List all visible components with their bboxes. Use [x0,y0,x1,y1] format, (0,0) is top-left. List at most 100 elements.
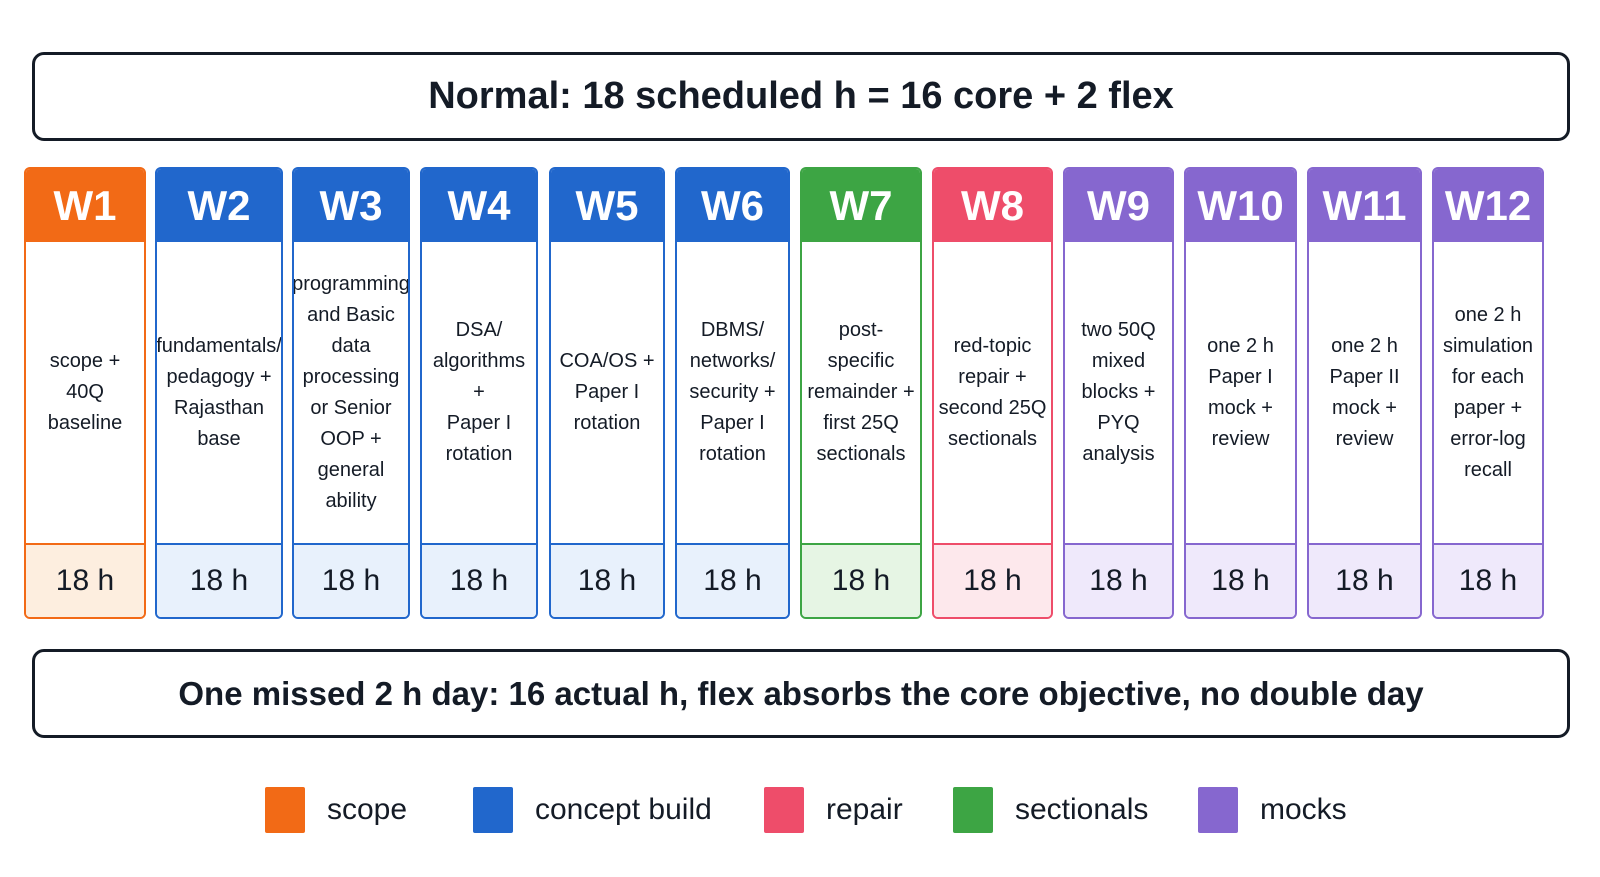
week-description-line: red-topic [953,334,1032,357]
week-hours: 18 h [1065,545,1172,617]
legend-label: scope [327,793,408,826]
week-label: W1 [26,169,144,242]
week-description-line: mock + [1331,396,1397,419]
week-description-line: recall [1464,458,1512,481]
week-description-line: Paper I [574,381,640,403]
week-description-line: rotation [699,443,766,465]
week-description-line: Paper I [700,412,765,434]
week-description: red-topic repair + second 25Q sectionals [934,242,1051,545]
legend-swatch [1198,787,1238,833]
week-description-line: rotation [445,443,513,465]
week-description-line: ability [325,489,377,512]
week-column-w12: W12 one 2 h simulation for each paper + error… [1432,167,1544,619]
week-description-line: pedagogy + [166,365,272,388]
week-description-line: scope + [49,350,121,372]
week-description-line: sectionals [948,427,1037,450]
week-description: one 2 h Paper I mock + review [1186,242,1295,545]
legend-swatch [764,787,804,833]
week-label: W10 [1186,169,1295,242]
week-description-line: programming [292,272,410,295]
legend: scope concept build repair sectionals mocks [0,786,1600,834]
week-hours: 18 h [1309,545,1420,617]
week-description: two 50Q mixed blocks + PYQ analysis [1065,242,1172,545]
legend-label: concept build [535,793,712,826]
week-description-line: rotation [573,412,641,434]
week-label: W6 [677,169,788,242]
week-description-line: blocks + [1081,381,1156,403]
week-hours: 18 h [157,545,281,617]
week-description-line: remainder + [807,381,915,403]
week-description-line: general [317,458,385,481]
week-description: DSA/algorithms + Paper I rotation [422,242,536,545]
legend-label: mocks [1260,793,1347,826]
week-label: W4 [422,169,536,242]
week-hours: 18 h [802,545,920,617]
week-label: W7 [802,169,920,242]
week-hours: 18 h [551,545,663,617]
week-hours: 18 h [422,545,536,617]
week-column-w1: W1 scope + 40Q baseline 18 h [24,167,146,619]
week-description-line: second 25Q [938,396,1047,419]
week-description-line: sectionals [816,443,906,465]
legend-swatch [265,787,305,833]
week-description-line: analysis [1082,443,1155,465]
week-description-line: Paper I [446,412,512,434]
week-column-w5: W5 COA/OS + Paper I rotation 18 h [549,167,665,619]
week-description-line: DSA/ [455,319,503,341]
week-hours: 18 h [934,545,1051,617]
legend-label: repair [826,793,903,826]
week-description-line: error-log [1450,427,1526,450]
week-column-w7: W7 post-specific remainder + first 25Q secti… [800,167,922,619]
week-label: W8 [934,169,1051,242]
legend-item-sectionals: sectionals [953,786,1148,834]
week-description-line: and Basic [307,303,395,326]
week-description: one 2 h simulation for each paper + error-lo… [1434,242,1542,545]
week-description-line: mock + [1207,396,1273,419]
week-label: W9 [1065,169,1172,242]
week-description-line: review [1211,427,1270,450]
week-label: W3 [294,169,408,242]
week-description-line: review [1335,427,1394,450]
week-description-line: for each [1451,365,1525,388]
week-description: one 2 h Paper II mock + review [1309,242,1420,545]
legend-item-scope: scope [265,786,407,834]
week-description-line: Rajasthan [173,396,265,419]
week-description-line: DBMS/ [700,319,765,341]
week-description-line: or Senior [310,396,392,419]
week-column-w6: W6 DBMS/networks/security + Paper I rotatio… [675,167,790,619]
legend-swatch [953,787,993,833]
week-description-line: OOP + [320,427,382,450]
week-description-line: simulation [1442,334,1534,357]
legend-item-concept-build: concept build [473,786,712,834]
week-column-w11: W11 one 2 h Paper II mock + review 18 h [1307,167,1422,619]
missed-day-banner: One missed 2 h day: 16 actual h, flex ab… [32,649,1570,738]
week-description-line: networks/ [689,350,776,372]
legend-label: sectionals [1015,793,1149,826]
week-description-line: processing [302,365,400,388]
week-hours: 18 h [294,545,408,617]
week-column-w9: W9 two 50Q mixed blocks + PYQ analysis 18 h [1063,167,1174,619]
week-description-line: fundamentals/ [156,334,282,357]
week-label: W5 [551,169,663,242]
week-description-line: mixed [1091,350,1146,372]
week-description: fundamentals/pedagogy + Rajasthan base [157,242,281,545]
week-description-line: PYQ [1097,412,1140,434]
week-hours: 18 h [1186,545,1295,617]
week-description: programming and Basic data processing or Sen… [294,242,408,545]
week-column-w10: W10 one 2 h Paper I mock + review 18 h [1184,167,1297,619]
week-description: post-specific remainder + first 25Q section… [802,242,920,545]
legend-swatch [473,787,513,833]
legend-item-mocks: mocks [1198,786,1347,834]
week-label: W2 [157,169,281,242]
week-description-line: COA/OS + [559,350,655,372]
week-description-line: two 50Q [1081,319,1156,341]
week-description-line: one 2 h [1454,303,1522,326]
week-description-line: paper + [1453,396,1523,419]
legend-item-repair: repair [764,786,903,834]
week-description-line: first 25Q [823,412,899,434]
week-description-line: baseline [47,412,123,434]
week-column-w2: W2 fundamentals/pedagogy + Rajasthan base 18… [155,167,283,619]
week-hours: 18 h [677,545,788,617]
week-hours: 18 h [1434,545,1542,617]
week-description-line: post-specific [827,319,895,372]
